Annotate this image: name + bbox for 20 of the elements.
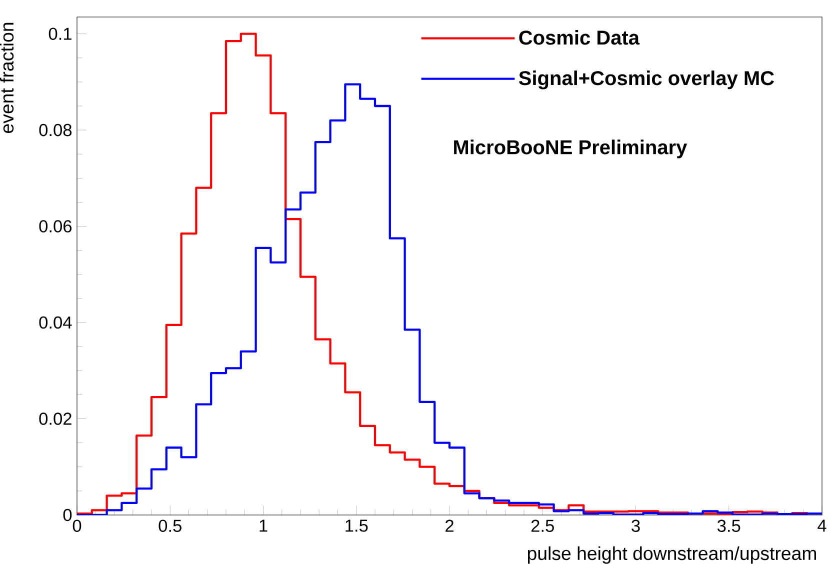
y-tick-label: 0.04	[39, 316, 72, 329]
y-tick-label: 0.02	[39, 412, 72, 425]
x-tick-label: 2	[446, 520, 454, 532]
x-tick-label: 3	[632, 520, 640, 532]
legend-label: Signal+Cosmic overlay MC	[518, 70, 774, 90]
y-axis-title: event fraction	[0, 22, 14, 133]
x-tick-label: 4	[818, 520, 826, 532]
y-tick-label: 0.08	[39, 124, 72, 136]
x-tick-label: 1.5	[346, 520, 368, 532]
y-tick-label: 0.1	[48, 28, 72, 40]
x-tick-label: 1	[260, 520, 268, 532]
legend-label: Cosmic Data	[519, 30, 640, 45]
y-tick-label: 0	[63, 508, 72, 522]
x-tick-label: 0	[72, 520, 82, 532]
x-axis-title: pulse height downstream/upstream	[528, 546, 816, 564]
annotation: MicroBooNE Preliminary	[454, 140, 688, 158]
y-tick-label: 0.06	[39, 220, 72, 232]
x-tick-label: 0.5	[158, 520, 182, 532]
x-tick-label: 2.5	[531, 520, 554, 532]
x-tick-label: 3.5	[717, 520, 740, 532]
